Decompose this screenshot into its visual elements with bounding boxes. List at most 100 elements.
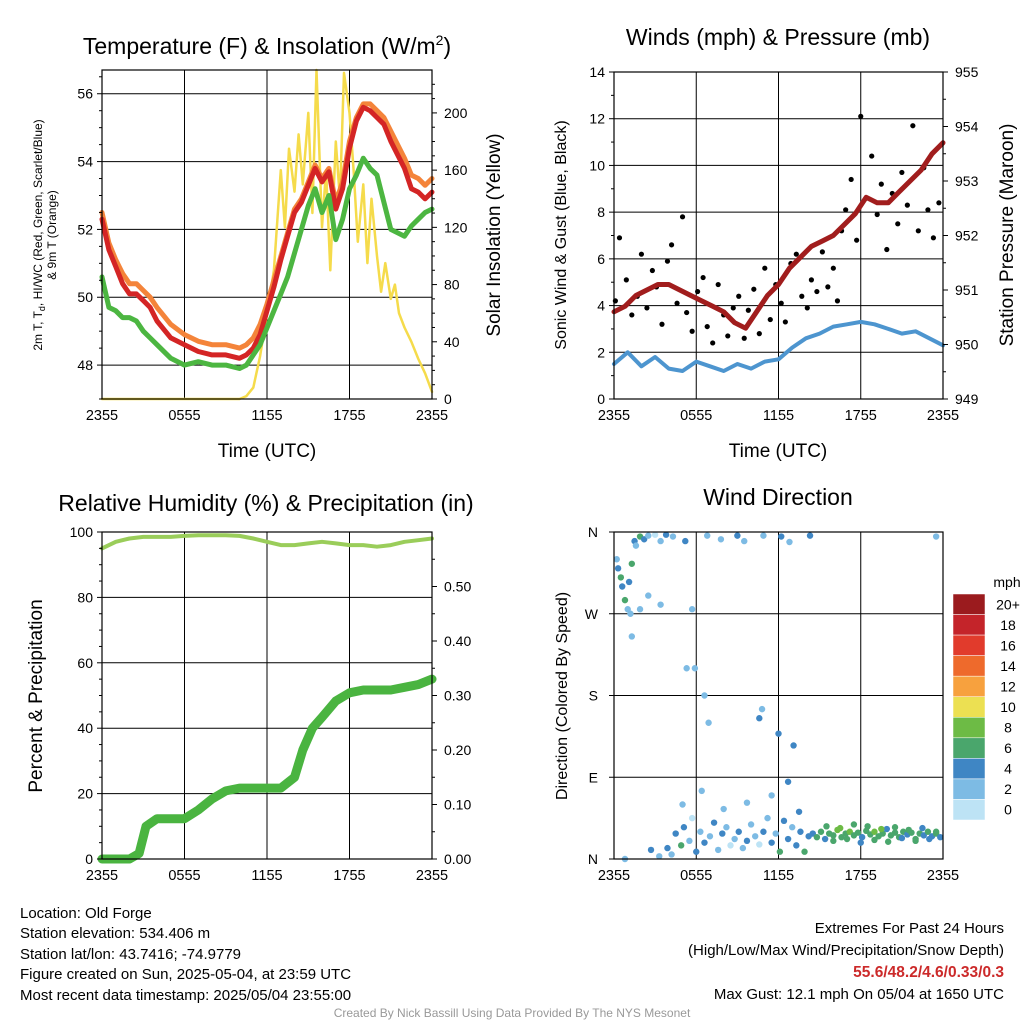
x-tick-label: 1755 xyxy=(845,408,877,424)
y-tick-label: 20 xyxy=(77,786,93,802)
gust-point xyxy=(799,293,805,299)
direction-point xyxy=(682,537,689,545)
direction-point xyxy=(905,826,912,834)
direction-point xyxy=(768,839,775,846)
direction-point xyxy=(764,814,771,822)
legend-swatch xyxy=(952,614,986,636)
y-axis-label: 2m T, Td, HI/WC (Red, Green, Scarlet/Blu… xyxy=(31,119,59,350)
y2-tick-label: 160 xyxy=(444,162,468,178)
y-tick-label: W xyxy=(585,606,599,622)
humidity-panel: 2355 0555 1155 1755 23550204060801000.000.10… xyxy=(26,490,474,884)
y2-axis-label: Station Pressure (Maroon) xyxy=(997,124,1018,347)
direction-point xyxy=(741,537,748,545)
gust-point xyxy=(695,288,701,295)
direction-point xyxy=(776,848,784,855)
direction-point xyxy=(801,848,808,855)
direction-point xyxy=(883,825,890,833)
direction-point xyxy=(858,834,866,841)
direction-point xyxy=(657,601,664,608)
gust-point xyxy=(700,274,706,281)
gust-point xyxy=(782,319,788,325)
direction-point xyxy=(920,832,928,839)
y-tick-label: N xyxy=(588,851,598,867)
direction-point xyxy=(854,829,862,836)
x-tick-label: 0555 xyxy=(168,408,200,424)
direction-point xyxy=(714,846,722,854)
direction-point xyxy=(710,819,718,826)
direction-point xyxy=(617,574,625,581)
direction-point xyxy=(627,610,634,617)
y-axis-label-line2: & 9m T (Orange) xyxy=(45,190,59,280)
extremes-values: 55.6/48.2/4.6/0.33/0.3 xyxy=(853,964,1004,981)
recent-timestamp: Most recent data timestamp: 2025/05/04 2… xyxy=(20,986,352,1004)
gust-point xyxy=(684,309,690,316)
x-tick-label: 1755 xyxy=(845,868,877,884)
direction-point xyxy=(628,633,636,640)
y-tick-label: 8 xyxy=(597,204,605,220)
temperature-panel: 2355 0555 1155 1755 2355 48 50 52 54 56 0 40 80 120 16… xyxy=(31,32,505,462)
direction-point xyxy=(719,830,726,837)
direction-point xyxy=(747,821,755,828)
direction-point xyxy=(657,537,664,545)
gust-point xyxy=(925,207,931,213)
station-pressure-line xyxy=(611,140,946,331)
gust-point xyxy=(858,113,864,119)
direction-point xyxy=(645,532,652,539)
sonic-wind-line xyxy=(612,319,945,373)
direction-point xyxy=(693,848,700,855)
direction-point xyxy=(932,533,940,540)
direction-point xyxy=(919,824,926,832)
legend-swatch xyxy=(952,758,986,780)
gust-point xyxy=(878,181,884,187)
legend-label: 16 xyxy=(1000,637,1016,653)
x-tick-label: 2355 xyxy=(86,408,118,424)
direction-point xyxy=(621,596,629,604)
gust-point xyxy=(793,251,799,257)
gust-point xyxy=(825,284,831,290)
legend-label: 6 xyxy=(1004,740,1012,756)
direction-point xyxy=(775,730,782,737)
direction-point xyxy=(836,824,844,832)
direction-point xyxy=(806,532,814,539)
direction-point xyxy=(679,801,686,808)
y-tick-label: S xyxy=(589,688,598,704)
gust-point xyxy=(664,258,671,264)
y2-tick-label: 0.40 xyxy=(444,633,471,649)
gust-point xyxy=(814,288,820,295)
legend-label: 8 xyxy=(1004,720,1012,736)
direction-point xyxy=(898,834,906,842)
legend-swatch xyxy=(952,799,986,821)
direction-point xyxy=(743,837,751,845)
direction-point xyxy=(864,823,871,830)
x-tick-label: 1155 xyxy=(251,408,282,424)
direction-point xyxy=(790,742,797,749)
gust-point xyxy=(668,242,675,248)
direction-point xyxy=(793,842,800,849)
direction-point xyxy=(735,828,742,835)
gust-point xyxy=(629,312,635,318)
y2-tick-label: 0.30 xyxy=(444,688,471,704)
temperature-line xyxy=(99,104,435,361)
y2-tick-label: 951 xyxy=(955,282,979,298)
y2-tick-label: 120 xyxy=(444,219,468,235)
gust-point xyxy=(715,281,721,288)
gust-point xyxy=(843,207,849,213)
direction-point xyxy=(669,533,677,540)
panel-title: Relative Humidity (%) & Precipitation (i… xyxy=(58,490,473,516)
legend-label: 10 xyxy=(1000,699,1016,715)
direction-point xyxy=(772,830,779,837)
meteogram-figure: 2355 0555 1155 1755 235548505254560408012016… xyxy=(26,24,1021,884)
direction-point xyxy=(780,817,788,825)
gust-point xyxy=(808,277,815,283)
direction-point xyxy=(636,606,644,613)
direction-point xyxy=(727,842,734,849)
legend-swatch xyxy=(952,696,986,718)
legend-swatch xyxy=(952,634,986,656)
legend-swatch xyxy=(952,737,986,759)
y2-axis-label: Solar Insolation (Yellow) xyxy=(484,133,505,336)
y2-tick-label: 955 xyxy=(955,64,979,80)
figure-created: Figure created on Sun, 2025-05-04, at 23… xyxy=(20,966,352,984)
direction-point xyxy=(651,531,659,538)
direction-point xyxy=(937,834,944,841)
direction-point xyxy=(795,808,803,815)
